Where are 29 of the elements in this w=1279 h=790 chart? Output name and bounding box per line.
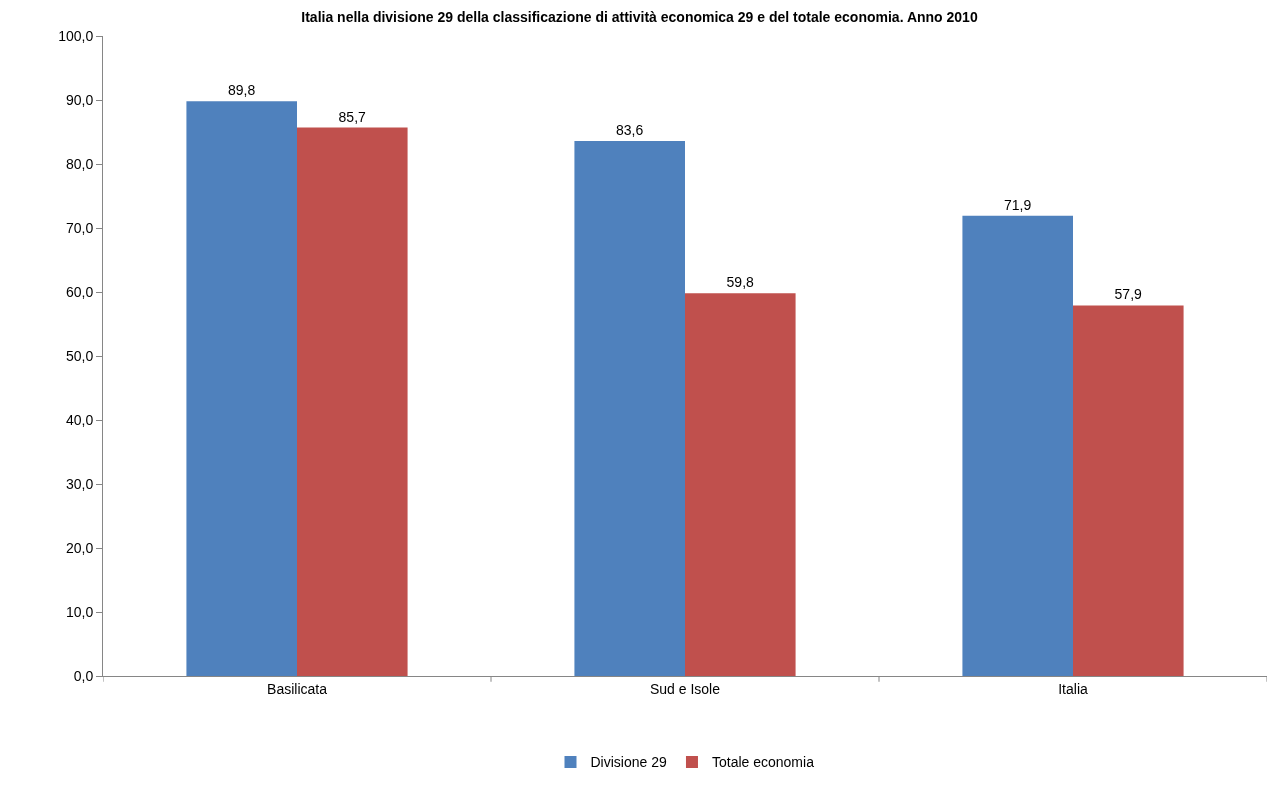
y-tick-label: 50,0 [65, 347, 94, 364]
bar [1073, 305, 1184, 676]
data-label: 71,9 [1003, 196, 1032, 213]
y-tick-label: 90,0 [65, 91, 94, 108]
data-label: 59,8 [726, 274, 755, 291]
legend-label: Totale economia [711, 754, 815, 771]
y-tick-label: 60,0 [65, 283, 94, 300]
legend-label: Divisione 29 [590, 754, 667, 771]
y-tick-label: 40,0 [65, 411, 94, 428]
data-label: 57,9 [1114, 286, 1143, 303]
bar [574, 140, 685, 676]
x-tick-label: Italia [1058, 680, 1088, 697]
x-tick-label: Basilicata [267, 680, 328, 697]
y-tick-label: 80,0 [65, 155, 94, 172]
y-tick-label: 30,0 [65, 475, 94, 492]
x-tick-label: Sud e Isole [649, 680, 721, 697]
bar [297, 127, 408, 676]
y-tick-label: 20,0 [65, 539, 94, 556]
bar [186, 101, 297, 676]
y-tick-label: 10,0 [65, 603, 94, 620]
data-label: 83,6 [615, 121, 644, 138]
bar [685, 293, 796, 676]
data-label: 85,7 [338, 108, 367, 125]
y-tick-label: 0,0 [73, 667, 94, 684]
y-tick-label: 70,0 [65, 219, 94, 236]
data-label: 89,8 [227, 82, 256, 99]
y-tick-label: 100,0 [58, 27, 94, 44]
bar [962, 215, 1073, 676]
chart-title: Italia nella divisione 29 della classificazione di attività economica 29 e del totale economia. Anno 2010 [301, 8, 978, 25]
